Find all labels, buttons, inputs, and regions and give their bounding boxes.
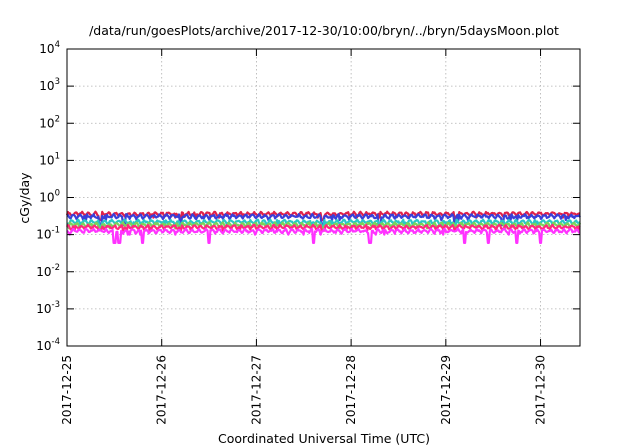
y-tick-label: 100 [39,189,60,205]
y-axis: 104 103 102 101 100 10-1 10-2 10-3 10-4 [36,40,580,353]
x-tick-label: 2017-12-26 [155,355,169,425]
grid [67,49,580,346]
x-tick-label: 2017-12-28 [344,355,358,425]
y-tick-label: 103 [39,77,60,93]
y-tick-label: 102 [39,114,60,130]
y-tick-label: 10-3 [36,300,60,316]
y-tick-label: 10-4 [36,337,60,353]
series-line [66,227,581,244]
x-tick-label: 2017-12-29 [439,355,453,425]
y-tick-label: 10-2 [36,263,60,279]
chart-title: /data/run/goesPlots/archive/2017-12-30/1… [89,23,559,38]
y-tick-label: 101 [39,151,60,167]
y-tick-label: 104 [39,40,60,56]
x-axis: 2017-12-25 2017-12-26 2017-12-27 2017-12-28… [60,49,548,425]
x-tick-label: 2017-12-27 [249,355,263,425]
x-tick-label: 2017-12-30 [534,355,548,425]
series-group [65,210,582,244]
x-tick-label: 2017-12-25 [60,355,74,425]
y-tick-label: 10-1 [36,226,60,242]
x-axis-label: Coordinated Universal Time (UTC) [218,431,430,446]
y-axis-label: cGy/day [17,172,32,224]
